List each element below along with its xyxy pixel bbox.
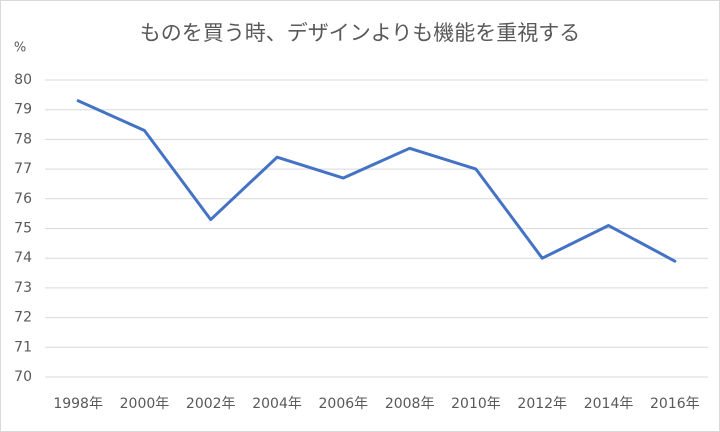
y-unit: % [14, 41, 26, 56]
y-tick-label: 72 [14, 310, 32, 326]
y-tick-label: 79 [14, 102, 32, 118]
x-tick-label: 2014年 [584, 396, 634, 412]
x-tick-label: 2012年 [517, 396, 567, 412]
x-tick-label: 2006年 [319, 396, 369, 412]
x-tick-label: 2000年 [120, 396, 170, 412]
line-series [76, 99, 677, 263]
y-tick-label: 75 [14, 221, 32, 237]
x-tick-label: 1998年 [53, 396, 103, 412]
y-tick-label: 71 [14, 339, 32, 355]
y-tick-label: 77 [14, 161, 32, 177]
x-tick-label: 2016年 [650, 396, 700, 412]
chart-title: ものを買う時、デザインよりも機能を重視する [140, 21, 581, 45]
x-tick-label: 2004年 [252, 396, 302, 412]
x-tick-label: 2002年 [186, 396, 236, 412]
y-tick-label: 76 [14, 191, 32, 207]
y-tick-label: 78 [14, 131, 32, 147]
x-tick-label: 2008年 [385, 396, 435, 412]
y-tick-label: 73 [14, 280, 32, 296]
y-tick-label: 74 [14, 250, 32, 266]
x-tick-label: 2010年 [451, 396, 501, 412]
y-tick-label: 80 [14, 72, 32, 88]
y-tick-label: 70 [14, 369, 32, 385]
